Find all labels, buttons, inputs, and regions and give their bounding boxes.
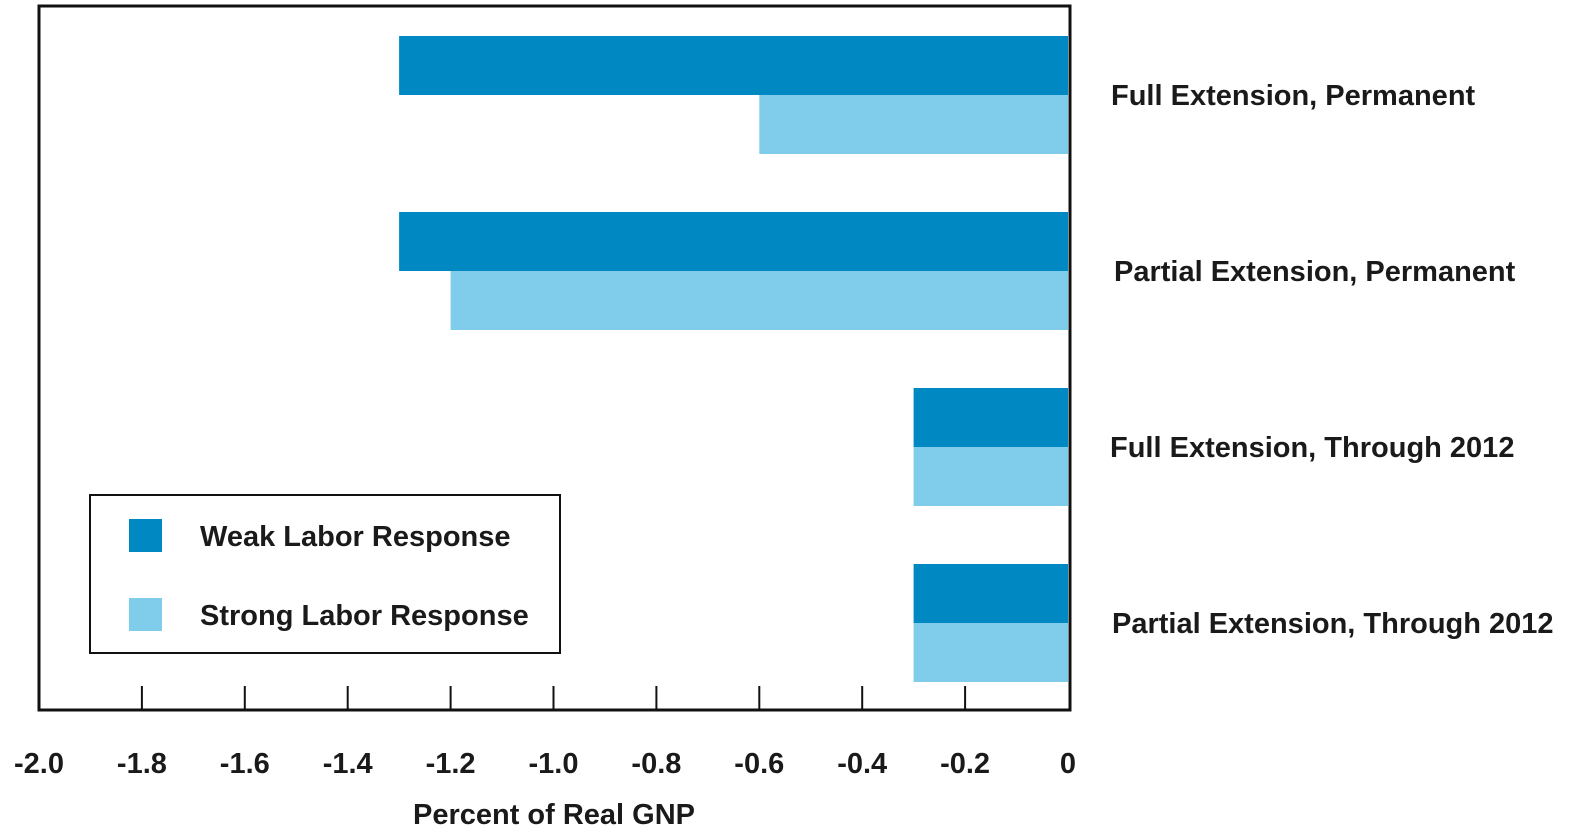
legend-label-weak: Weak Labor Response [200,521,511,553]
x-tick-label: -1.6 [220,748,270,780]
category-labels: Full Extension, Permanent Partial Extensi… [1110,80,1554,640]
x-axis-title: Percent of Real GNP [413,799,695,831]
bar-strong-3 [914,623,1068,682]
x-tick-label: -1.0 [529,748,579,780]
x-tick-label: -1.4 [323,748,373,780]
bar-strong-0 [759,95,1068,154]
x-tick-label: -0.4 [837,748,887,780]
bar-weak-1 [399,212,1068,271]
legend-swatch-strong [129,598,162,631]
legend-label-strong: Strong Labor Response [200,600,529,632]
x-tick-label: -1.2 [426,748,476,780]
bar-strong-2 [914,447,1068,506]
x-tick-label: 0 [1060,748,1076,780]
x-tick-label: -0.2 [940,748,990,780]
x-tick-label: -2.0 [14,748,64,780]
legend: Weak Labor Response Strong Labor Respons… [90,495,560,653]
tick-marks [142,686,965,710]
x-tick-label: -1.8 [117,748,167,780]
bar-weak-3 [914,564,1068,623]
tick-labels: -2.0 -1.8 -1.6 -1.4 -1.2 -1.0 -0.8 -0.6 -0.4 -0.2… [14,748,1076,780]
category-label-0: Full Extension, Permanent [1111,80,1476,112]
bar-weak-0 [399,36,1068,95]
category-label-1: Partial Extension, Permanent [1114,256,1516,288]
bar-strong-1 [451,271,1068,330]
category-label-3: Partial Extension, Through 2012 [1112,608,1554,640]
bar-weak-2 [914,388,1068,447]
x-tick-label: -0.8 [631,748,681,780]
category-label-2: Full Extension, Through 2012 [1110,432,1514,464]
x-tick-label: -0.6 [734,748,784,780]
legend-swatch-weak [129,519,162,552]
